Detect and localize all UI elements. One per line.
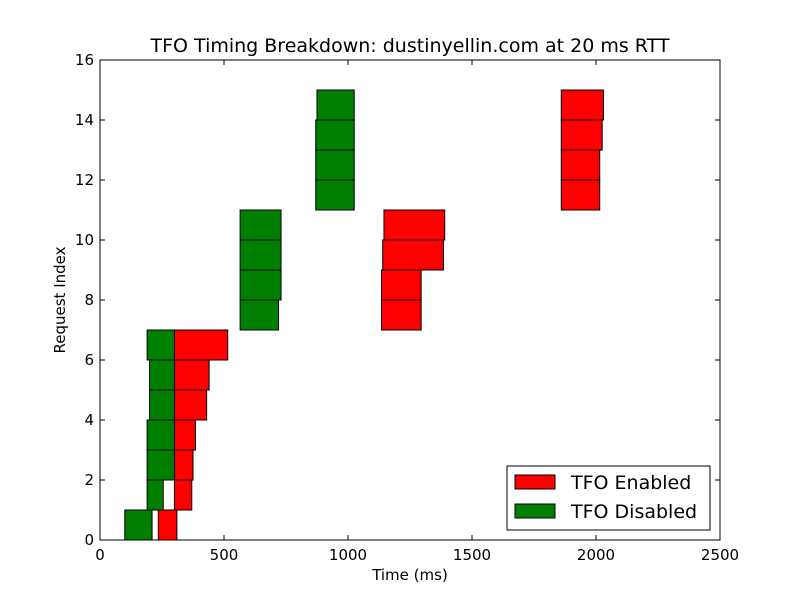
bar-tfo-disabled-7	[239, 299, 280, 331]
y-axis-title: Request Index	[51, 246, 69, 353]
y-tick-label: 6	[84, 351, 94, 369]
bar-tfo-enabled-3	[173, 419, 196, 451]
x-tick-label: 1000	[329, 546, 367, 564]
legend: TFO Enabled TFO Disabled	[506, 465, 711, 531]
bar-tfo-enabled-9	[382, 239, 444, 271]
bar-tfo-enabled-6	[172, 329, 229, 361]
bar-tfo-disabled-14	[316, 89, 355, 121]
y-tick-label: 4	[84, 411, 94, 429]
y-tick-label: 2	[84, 471, 94, 489]
bar-tfo-disabled-9	[239, 239, 282, 271]
bar-tfo-disabled-2	[146, 449, 175, 481]
bar-tfo-enabled-2	[173, 449, 194, 481]
y-tick-label: 0	[84, 531, 94, 549]
y-tick-label: 8	[84, 291, 94, 309]
y-tick-label: 10	[75, 231, 94, 249]
bar-tfo-disabled-3	[146, 419, 175, 451]
y-tick-label: 14	[75, 111, 94, 129]
x-tick-label: 1500	[453, 546, 491, 564]
legend-label-tfo-disabled: TFO Disabled	[570, 501, 697, 523]
bar-tfo-disabled-4	[149, 389, 175, 421]
x-tick-label: 2000	[577, 546, 615, 564]
x-tick-label: 0	[95, 546, 105, 564]
bar-tfo-disabled-13	[315, 119, 355, 151]
legend-swatch-tfo-enabled	[514, 474, 556, 490]
bar-tfo-enabled-5	[173, 359, 210, 391]
bar-tfo-disabled-11	[315, 179, 355, 211]
x-axis-title: Time (ms)	[371, 566, 448, 584]
bar-tfo-enabled-0	[157, 509, 178, 541]
legend-label-tfo-enabled: TFO Enabled	[570, 472, 691, 494]
bar-tfo-enabled-10	[383, 209, 446, 241]
bar-tfo-disabled-5	[149, 359, 175, 391]
bar-tfo-enabled-13	[560, 119, 603, 151]
bar-tfo-disabled-1	[146, 479, 164, 511]
bar-tfo-enabled-12	[560, 149, 601, 181]
bar-tfo-enabled-7	[380, 299, 422, 331]
bar-tfo-enabled-8	[380, 269, 422, 301]
bar-tfo-enabled-1	[173, 479, 193, 511]
bar-tfo-disabled-6	[146, 329, 175, 361]
bars-layer	[124, 89, 604, 541]
x-tick-label: 500	[210, 546, 239, 564]
bar-tfo-enabled-11	[560, 179, 601, 211]
y-tick-label: 12	[75, 171, 94, 189]
bar-tfo-disabled-12	[315, 149, 355, 181]
bar-tfo-disabled-8	[239, 269, 282, 301]
bar-tfo-disabled-0	[124, 509, 153, 541]
bar-tfo-enabled-4	[173, 389, 208, 421]
bar-tfo-disabled-10	[239, 209, 282, 241]
y-tick-label: 16	[75, 51, 94, 69]
bar-tfo-enabled-14	[560, 89, 604, 121]
chart-title: TFO Timing Breakdown: dustinyellin.com a…	[150, 35, 670, 57]
legend-swatch-tfo-disabled	[514, 503, 556, 519]
ticks-layer: 0 500 1000 1500 2000 2500 0 2 4 6 8 10 12 14 16	[75, 51, 739, 564]
x-tick-label: 2500	[701, 546, 739, 564]
